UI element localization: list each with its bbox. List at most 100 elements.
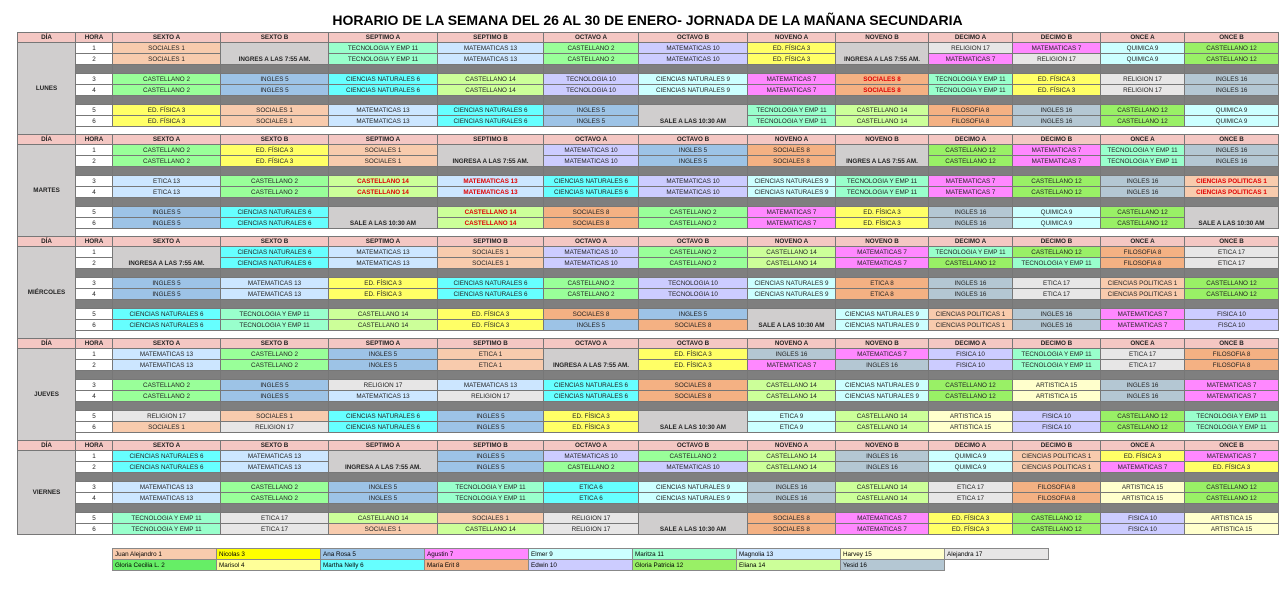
hour-cell: 3	[75, 277, 113, 289]
legend-item: Elmer 9	[528, 548, 633, 560]
legend-row: Juan Alejandro 1 Nicolas 3 Ana Rosa 5 Agust…	[112, 548, 1049, 560]
class-cell: ETICA 8	[835, 288, 929, 300]
column-header: ONCE A	[1100, 134, 1185, 145]
class-cell: ED. FÍSICA 3	[543, 421, 639, 433]
break-cell	[112, 95, 221, 105]
day-separator	[18, 330, 1279, 339]
break-cell	[1184, 299, 1279, 309]
class-cell: CIENCIAS POLITICAS 1	[1184, 186, 1279, 198]
class-cell: INGLES 5	[220, 379, 329, 391]
table-row: 4 CASTELLANO 2 INGLES 5 CIENCIAS NATURALES …	[18, 84, 1279, 96]
class-cell: MATEMATICAS 13	[328, 257, 438, 269]
column-header: SEXTO B	[220, 236, 329, 247]
column-header: SEPTIMO B	[437, 134, 544, 145]
table-row: 3 CASTELLANO 2 INGLES 5 RELIGION 17 MATEMATI…	[18, 379, 1279, 391]
class-cell: TECNOLOGIA Y EMP 11	[1100, 144, 1185, 156]
column-header: SEPTIMO A	[328, 134, 438, 145]
class-cell: MATEMATICAS 7	[747, 84, 836, 96]
break-cell	[928, 166, 1013, 176]
class-cell: CIENCIAS NATURALES 9	[747, 175, 836, 187]
class-cell: SOCIALES 8	[543, 217, 639, 229]
class-cell: INGLES 16	[835, 461, 929, 473]
class-cell: MATEMATICAS 13	[112, 481, 221, 493]
column-header: SEPTIMO B	[437, 32, 544, 43]
class-cell: MATEMATICAS 7	[1012, 42, 1101, 54]
column-header: NOVENO A	[747, 338, 836, 349]
class-cell: CASTELLANO 14	[437, 217, 544, 229]
class-cell: ED. FÍSICA 3	[747, 53, 836, 65]
break-row	[18, 197, 1279, 207]
class-cell: TECNOLOGIA Y EMP 11	[112, 512, 221, 524]
class-cell: SOCIALES 1	[328, 144, 438, 156]
class-cell: INGLES 16	[835, 450, 929, 462]
class-cell: ED. FÍSICA 3	[437, 319, 544, 331]
table-row: 5 TECNOLOGIA Y EMP 11 ETICA 17 CASTELLANO 1…	[18, 512, 1279, 535]
class-cell: TECNOLOGIA Y EMP 11	[835, 175, 929, 187]
class-cell: ED. FÍSICA 3	[1012, 84, 1101, 96]
class-cell: CASTELLANO 12	[928, 379, 1013, 391]
class-cell: CASTELLANO 2	[543, 42, 639, 54]
column-header: OCTAVO B	[638, 236, 748, 247]
class-cell: INGLES 16	[1012, 115, 1101, 127]
class-cell: INGLES 5	[638, 144, 748, 156]
class-cell: MATEMATICAS 7	[928, 175, 1013, 187]
schedule-note-cell: SALE A LAS 10:30 AM	[747, 308, 836, 331]
class-cell: MATEMATICAS 13	[328, 115, 438, 127]
class-cell: MATEMATICAS 7	[835, 257, 929, 269]
day-separator	[18, 432, 1279, 441]
class-cell: TECNOLOGIA Y EMP 11	[1100, 155, 1185, 167]
class-cell: TECNOLOGIA 10	[638, 277, 748, 289]
class-cell: ARTISTICA 15	[1012, 390, 1101, 402]
break-cell	[220, 95, 329, 105]
column-header: ONCE B	[1184, 32, 1279, 43]
class-cell: CASTELLANO 12	[1012, 246, 1101, 258]
class-cell: CASTELLANO 12	[1184, 53, 1279, 65]
break-cell	[1100, 197, 1185, 207]
break-cell	[1184, 401, 1279, 411]
class-cell: CASTELLANO 2	[112, 73, 221, 85]
class-cell: SOCIALES 8	[638, 390, 748, 402]
break-cell	[75, 472, 113, 482]
class-cell: MATEMATICAS 7	[835, 246, 929, 258]
break-cell	[543, 197, 639, 207]
column-header: SEXTO B	[220, 32, 329, 43]
hour-cell: 2	[75, 53, 113, 65]
table-row: MARTES 1 CASTELLANO 2 ED. FÍSICA 3 SOCIALES …	[17, 144, 1279, 237]
table-row: 3 CASTELLANO 2 INGLES 5 CIENCIAS NATURALES …	[18, 73, 1279, 85]
break-cell	[1100, 268, 1185, 278]
break-cell	[747, 299, 836, 309]
column-header: DECIMO A	[928, 338, 1013, 349]
column-header: DECIMO B	[1012, 338, 1101, 349]
class-cell: CIENCIAS NATURALES 9	[835, 308, 929, 320]
class-cell: MATEMATICAS 7	[835, 512, 929, 524]
break-cell	[543, 503, 639, 513]
legend-item: Juan Alejandro 1	[112, 548, 217, 560]
class-cell: CASTELLANO 12	[1184, 288, 1279, 300]
class-cell: CIENCIAS NATURALES 9	[638, 481, 748, 493]
hour-cell: 3	[75, 175, 113, 187]
class-cell: MATEMATICAS 7	[1100, 319, 1185, 331]
column-header: NOVENO B	[835, 32, 929, 43]
table-row: LUNES 1 SOCIALES 1 INGRES A LAS 7:55 AM. TEC…	[17, 42, 1279, 135]
table-row: 4 ETICA 13 CASTELLANO 2 CASTELLANO 14 MATEMA…	[18, 186, 1279, 198]
class-cell: CASTELLANO 2	[638, 257, 748, 269]
break-row	[18, 95, 1279, 105]
break-cell	[1184, 472, 1279, 482]
class-cell: CIENCIAS NATURALES 6	[220, 246, 329, 258]
break-cell	[1100, 472, 1185, 482]
break-cell	[1012, 268, 1101, 278]
class-cell: ETICA 17	[1012, 277, 1101, 289]
class-cell: CASTELLANO 14	[835, 104, 929, 116]
class-cell: CASTELLANO 12	[1012, 512, 1101, 524]
class-cell: ED. FÍSICA 3	[835, 217, 929, 229]
separator-cell	[75, 432, 1279, 441]
legend-item: Yesid 16	[840, 559, 945, 571]
class-cell: RELIGION 17	[1100, 84, 1185, 96]
column-header: DECIMO B	[1012, 440, 1101, 451]
break-cell	[75, 503, 113, 513]
schedule-note-cell: INGRES A LAS 7:55 AM.	[220, 42, 329, 65]
class-cell: TECNOLOGIA Y EMP 11	[328, 53, 438, 65]
day-label: LUNES	[17, 42, 76, 135]
